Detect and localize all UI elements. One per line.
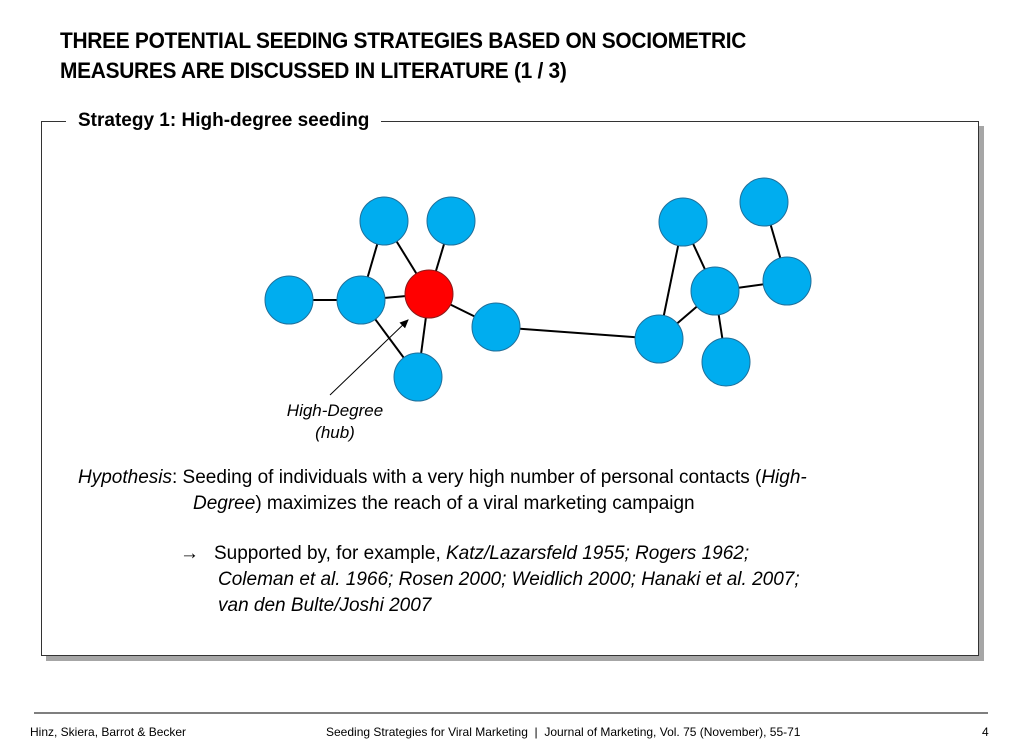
network-node — [739, 177, 789, 227]
network-node — [701, 337, 751, 387]
support-references: → Supported by, for example, Katz/Lazarsf… — [180, 541, 900, 619]
hypothesis-term-2: Degree — [193, 493, 256, 514]
hypothesis-part-2: ) maximizes the reach of a viral marketi… — [255, 493, 695, 514]
network-node — [426, 196, 476, 246]
support-intro: Supported by, for example, — [214, 543, 446, 564]
hypothesis-part-1: : Seeding of individuals with a very hig… — [172, 467, 762, 488]
network-node — [471, 302, 521, 352]
page-number: 4 — [982, 725, 989, 739]
callout-line-2: (hub) — [315, 423, 355, 442]
slide-title: THREE POTENTIAL SEEDING STRATEGIES BASED… — [60, 26, 915, 86]
network-node — [634, 314, 684, 364]
refs-line-3: van den Bulte/Joshi 2007 — [218, 595, 432, 616]
refs-line-1: Katz/Lazarsfeld 1955; Rogers 1962; — [446, 543, 750, 564]
footer-divider — [34, 712, 988, 714]
network-node — [336, 275, 386, 325]
footer-authors: Hinz, Skiera, Barrot & Becker — [30, 725, 187, 739]
hub-callout: High-Degree (hub) — [260, 400, 410, 444]
network-node — [762, 256, 812, 306]
title-line-2: MEASURES ARE DISCUSSED IN LITERATURE (1 … — [60, 58, 567, 83]
hypothesis-line-2: Degree) maximizes the reach of a viral m… — [78, 491, 918, 517]
network-node — [690, 266, 740, 316]
hypothesis-lead: Hypothesis — [78, 467, 172, 488]
title-line-1: THREE POTENTIAL SEEDING STRATEGIES BASED… — [60, 28, 747, 53]
strategy-label: Strategy 1: High-degree seeding — [66, 108, 382, 134]
hub-node — [404, 269, 454, 319]
hypothesis-text: Hypothesis: Seeding of individuals with … — [78, 465, 918, 517]
hypothesis-term-1: High- — [761, 467, 807, 488]
network-node — [393, 352, 443, 402]
right-arrow-icon: → — [180, 543, 199, 564]
network-node — [359, 196, 409, 246]
strategy-frame — [41, 121, 979, 656]
network-node — [658, 197, 708, 247]
network-node — [264, 275, 314, 325]
footer-citation: Seeding Strategies for Viral Marketing |… — [326, 725, 801, 739]
refs-line-2: Coleman et al. 1966; Rosen 2000; Weidlic… — [218, 569, 800, 590]
callout-line-1: High-Degree — [286, 401, 384, 420]
callout-arrow — [329, 319, 409, 396]
